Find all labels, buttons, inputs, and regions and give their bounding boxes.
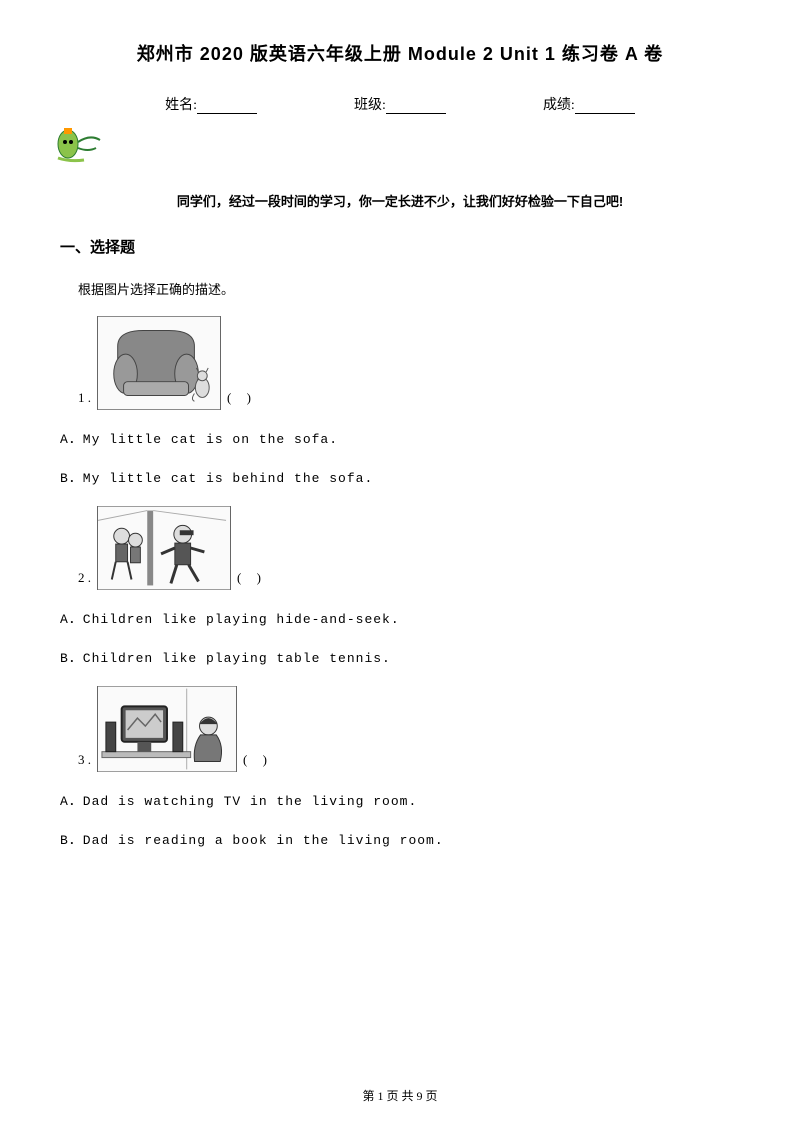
- answer-paren[interactable]: ( ): [237, 570, 267, 590]
- question-image-watching-tv: [97, 686, 237, 772]
- question-image-hide-seek: [97, 506, 231, 590]
- question-number: 2 .: [78, 570, 91, 590]
- score-label: 成绩:: [543, 94, 575, 114]
- option-text: B．Children like playing table tennis.: [60, 647, 740, 666]
- question-image-sofa: [97, 316, 221, 410]
- name-label: 姓名:: [165, 94, 197, 114]
- instruction-text: 根据图片选择正确的描述。: [78, 279, 740, 298]
- section-heading: 一、选择题: [60, 236, 740, 257]
- info-line: 姓名: 班级: 成绩:: [60, 94, 740, 114]
- option-text: B．My little cat is behind the sofa.: [60, 467, 740, 486]
- page-footer: 第 1 页 共 9 页: [0, 1087, 800, 1104]
- option-text: A．Dad is watching TV in the living room.: [60, 790, 740, 809]
- answer-paren[interactable]: ( ): [243, 752, 273, 772]
- option-text: A．Children like playing hide-and-seek.: [60, 608, 740, 627]
- question-number: 1 .: [78, 390, 91, 410]
- option-text: A．My little cat is on the sofa.: [60, 428, 740, 447]
- question-number: 3 .: [78, 752, 91, 772]
- question-row: 1 . ( ): [78, 316, 740, 410]
- class-label: 班级:: [354, 94, 386, 114]
- class-blank[interactable]: [386, 100, 446, 114]
- encourage-text: 同学们，经过一段时间的学习，你一定长进不少，让我们好好检验一下自己吧!: [60, 191, 740, 210]
- page-title: 郑州市 2020 版英语六年级上册 Module 2 Unit 1 练习卷 A …: [60, 40, 740, 66]
- question-row: 2 .: [78, 506, 740, 590]
- score-blank[interactable]: [575, 100, 635, 114]
- answer-paren[interactable]: ( ): [227, 390, 257, 410]
- name-blank[interactable]: [197, 100, 257, 114]
- option-text: B．Dad is reading a book in the living ro…: [60, 829, 740, 848]
- question-row: 3 . ( ): [78, 686, 740, 772]
- pencil-mascot-icon: [50, 122, 740, 171]
